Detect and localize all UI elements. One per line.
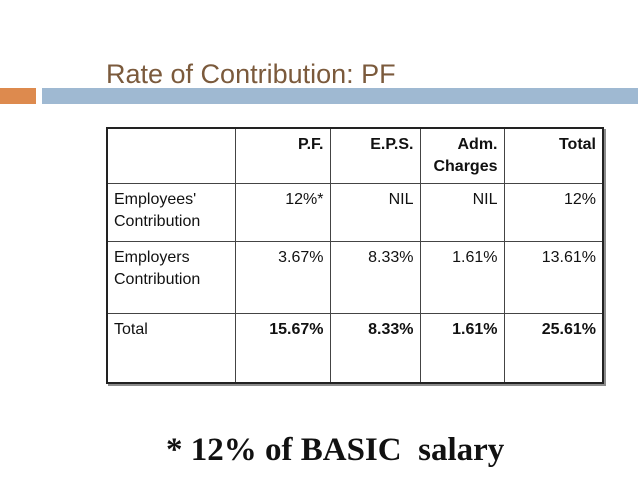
contribution-table-frame: P.F. E.P.S. Adm. Charges Total Employees… <box>106 127 604 384</box>
cell-total-pf: 15.67% <box>234 313 331 382</box>
cell-employees-pf: 12%* <box>234 183 331 242</box>
header-cell-blank <box>108 129 236 184</box>
header-cell-adm-charges: Adm. Charges <box>419 129 505 184</box>
cell-employers-pf: 3.67% <box>234 241 331 314</box>
table-row: Total 15.67% 8.33% 1.61% 25.61% <box>108 313 602 382</box>
footnote: * 12% of BASIC salary <box>166 432 505 468</box>
contribution-table: P.F. E.P.S. Adm. Charges Total Employees… <box>108 129 602 382</box>
cell-total-adm: 1.61% <box>419 313 505 382</box>
table-row: Employers Contribution 3.67% 8.33% 1.61%… <box>108 241 602 314</box>
cell-employers-total: 13.61% <box>503 241 602 314</box>
cell-employees-eps: NIL <box>329 183 421 242</box>
header-row: P.F. E.P.S. Adm. Charges Total <box>108 129 602 184</box>
accent-bar-blue <box>42 88 638 104</box>
header-cell-total: Total <box>503 129 602 184</box>
header-cell-pf: P.F. <box>234 129 331 184</box>
row-label-total: Total <box>108 313 236 382</box>
cell-employers-adm: 1.61% <box>419 241 505 314</box>
slide-title: Rate of Contribution: PF <box>106 59 396 89</box>
cell-total-total: 25.61% <box>503 313 602 382</box>
row-label-employees: Employees' Contribution <box>108 183 236 242</box>
cell-total-eps: 8.33% <box>329 313 421 382</box>
header-cell-eps: E.P.S. <box>329 129 421 184</box>
accent-bar-orange <box>0 88 36 104</box>
table-row: Employees' Contribution 12%* NIL NIL 12% <box>108 183 602 242</box>
cell-employees-total: 12% <box>503 183 602 242</box>
cell-employees-adm: NIL <box>419 183 505 242</box>
row-label-employers: Employers Contribution <box>108 241 236 314</box>
cell-employers-eps: 8.33% <box>329 241 421 314</box>
